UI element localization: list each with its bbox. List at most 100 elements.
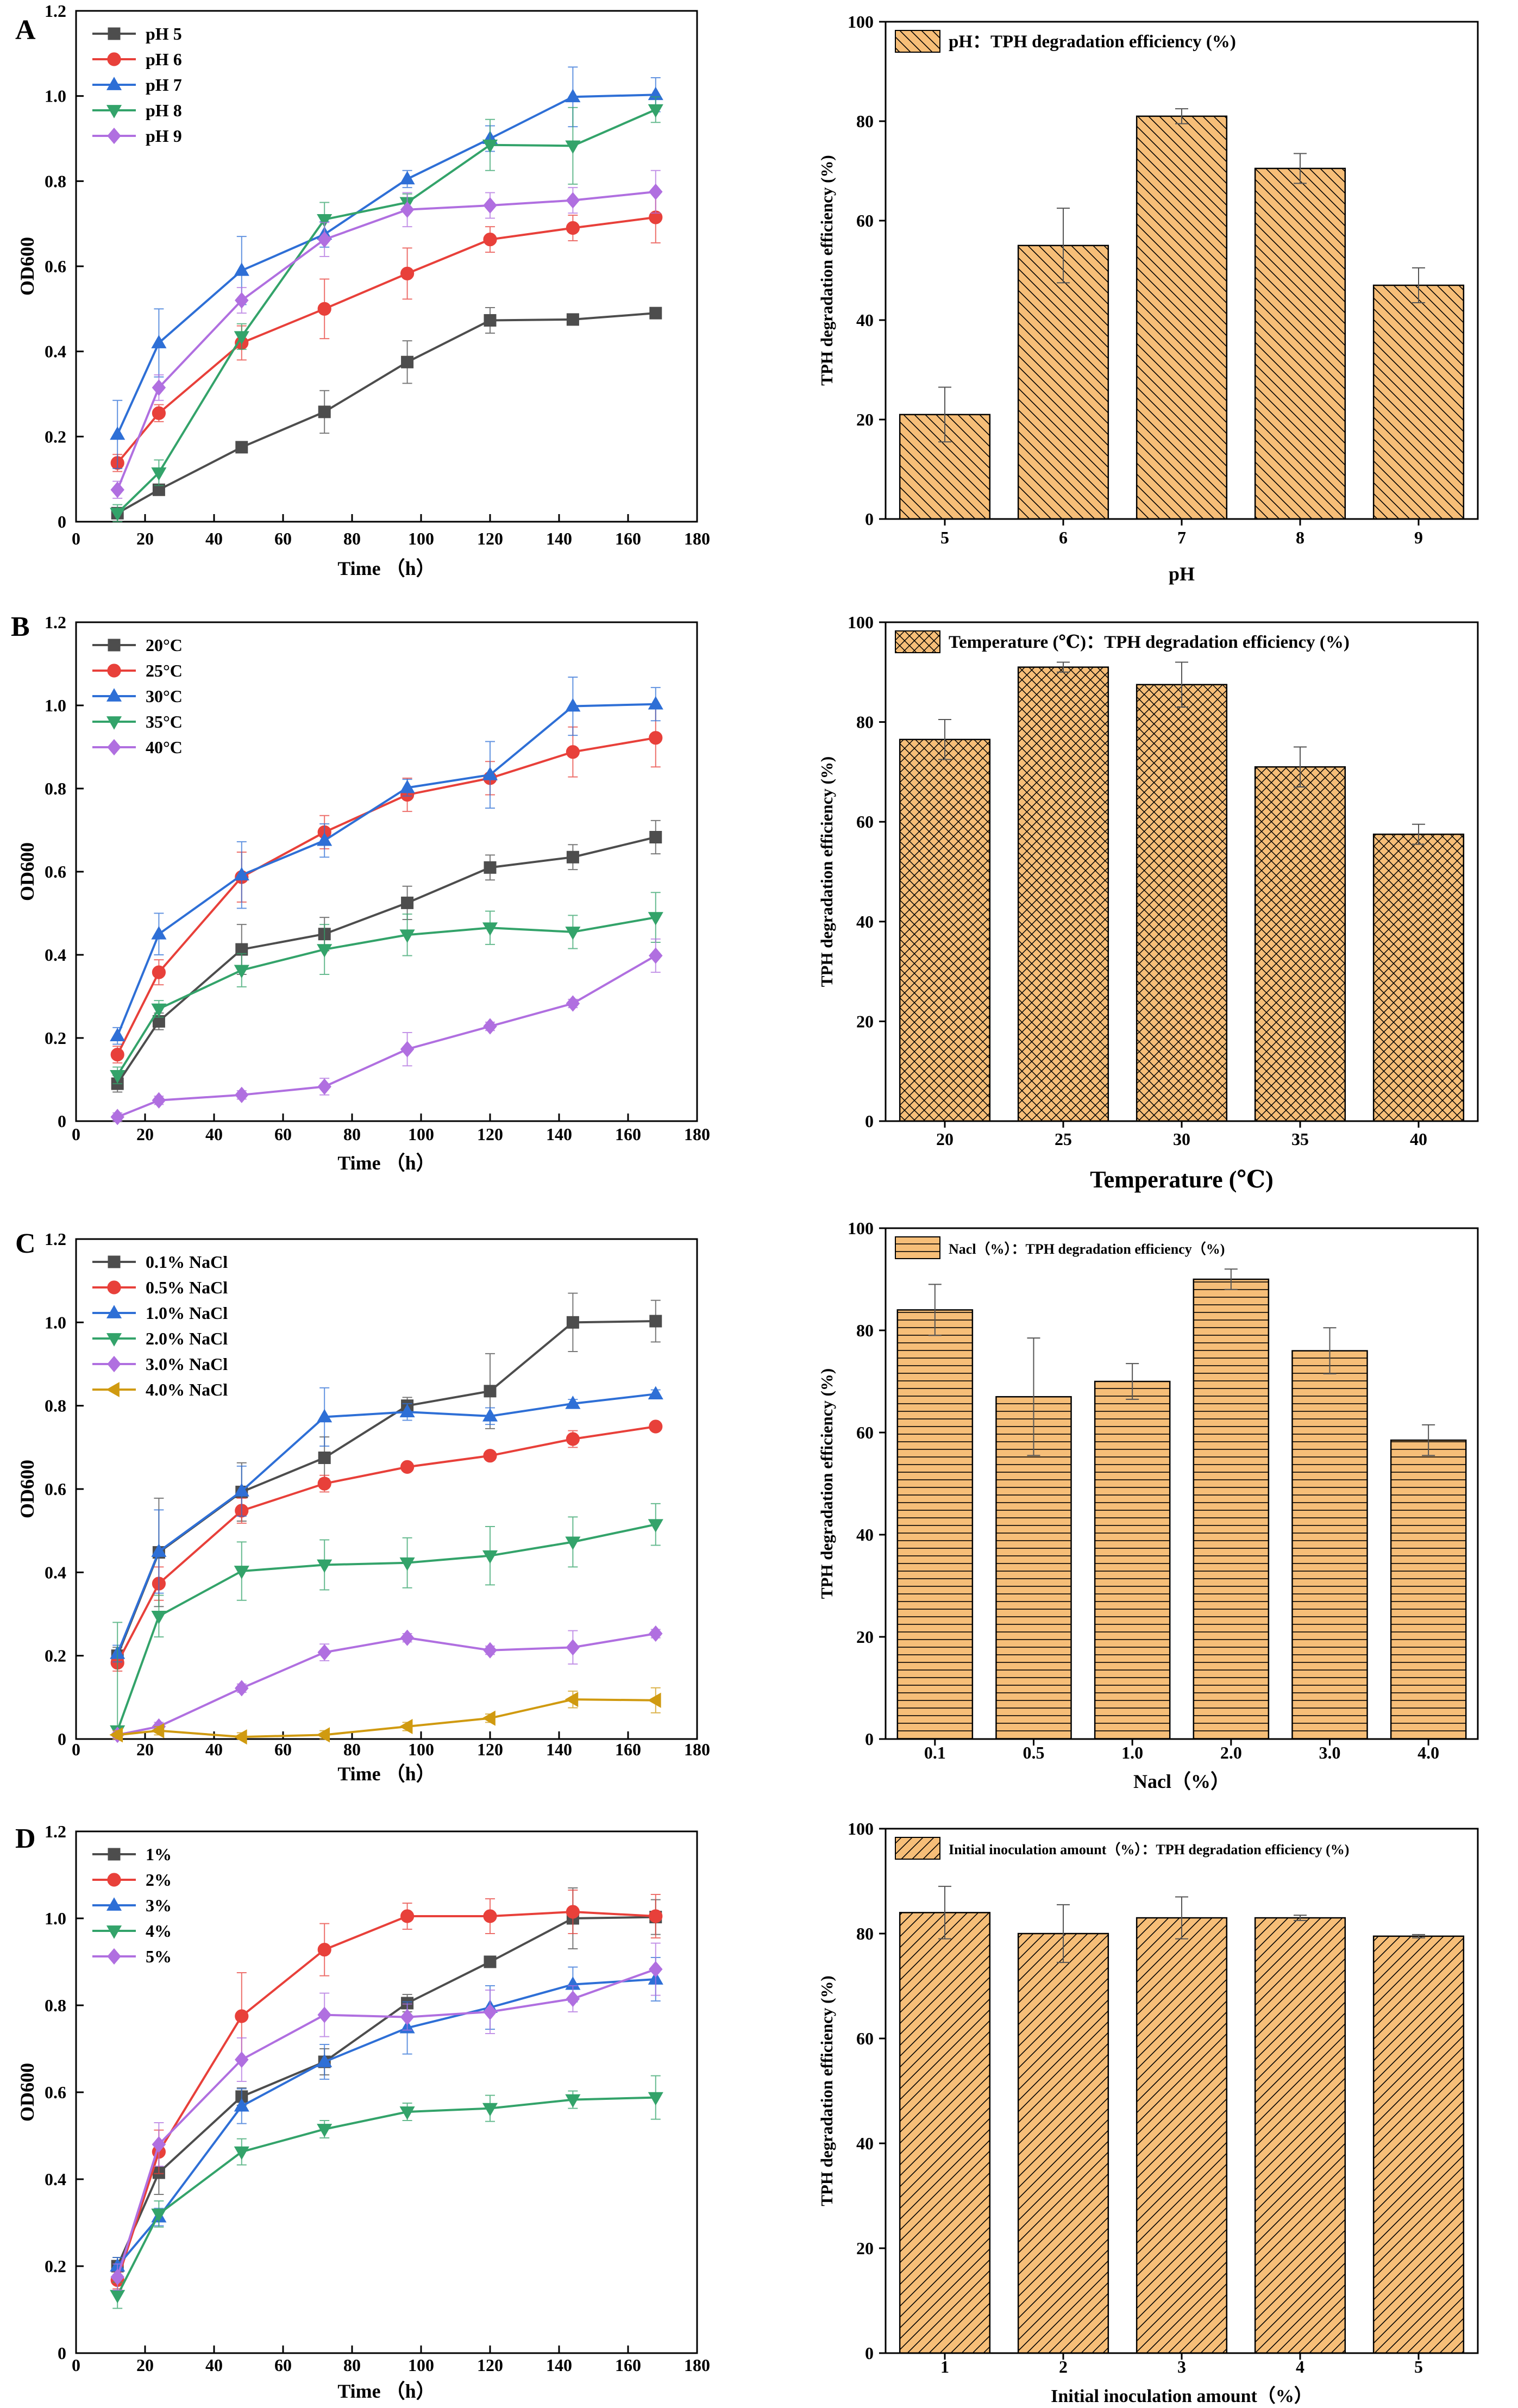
legend-swatch bbox=[895, 30, 940, 53]
y-tick-label: 80 bbox=[856, 1924, 874, 1943]
y-tick-label: 40 bbox=[856, 310, 874, 330]
data-point bbox=[234, 1483, 249, 1497]
data-point bbox=[566, 313, 579, 326]
legend-label: Initial inoculation amount（%）：TPH degrad… bbox=[949, 1842, 1349, 1857]
data-point bbox=[565, 2094, 581, 2108]
data-point bbox=[151, 925, 167, 940]
legend-marker bbox=[107, 1280, 121, 1294]
x-tick-label: 40 bbox=[205, 2355, 223, 2375]
y-tick-label: 0.4 bbox=[45, 2169, 66, 2189]
series-line bbox=[116, 108, 656, 514]
legend-swatch bbox=[895, 1236, 940, 1259]
y-tick-label: 1.0 bbox=[45, 1312, 66, 1332]
bar-3 bbox=[1136, 1917, 1228, 2354]
line-chart: 0 20 40 60 80 100 120 140 160 180 0 0.2 0.4 0.6 0.8 1.0… bbox=[16, 1229, 710, 1785]
y-tick-label: 0.2 bbox=[45, 2256, 66, 2276]
data-point bbox=[110, 1070, 126, 1084]
legend-marker bbox=[107, 1948, 121, 1965]
x-tick-label: 25 bbox=[1055, 1129, 1072, 1149]
data-point bbox=[649, 1961, 663, 1978]
y-tick-label: 20 bbox=[856, 1011, 874, 1031]
data-point bbox=[483, 233, 497, 247]
x-tick-label: 160 bbox=[615, 2355, 641, 2375]
x-tick-label: 80 bbox=[343, 1124, 361, 1144]
x-axis-label: Time （h） bbox=[337, 1763, 435, 1785]
y-tick-label: 0 bbox=[865, 1111, 874, 1131]
legend-label: pH 7 bbox=[146, 75, 182, 95]
bar-1.0 bbox=[1094, 1380, 1171, 1740]
data-point bbox=[566, 1905, 580, 1919]
y-tick-label: 60 bbox=[856, 2029, 874, 2048]
error-bar bbox=[1294, 746, 1307, 787]
legend-marker bbox=[107, 127, 121, 145]
legend-marker bbox=[106, 1305, 122, 1318]
data-point bbox=[399, 1404, 415, 1418]
series-4% bbox=[110, 2075, 663, 2309]
data-point bbox=[318, 405, 331, 418]
x-tick-label: 40 bbox=[205, 529, 223, 548]
x-tick-label: 100 bbox=[408, 2355, 434, 2375]
legend-label: 2% bbox=[146, 1870, 172, 1890]
data-point bbox=[565, 1396, 581, 1409]
y-axis-label: OD600 bbox=[16, 1460, 38, 1518]
data-point bbox=[235, 2051, 249, 2068]
legend-label: Nacl（%）：TPH degradation efficiency（%) bbox=[949, 1241, 1225, 1257]
y-axis-label: TPH degradation efficiency (%) bbox=[817, 1368, 836, 1599]
legend-marker bbox=[107, 664, 121, 678]
x-tick-label: 80 bbox=[343, 1740, 361, 1759]
data-point bbox=[110, 2290, 126, 2304]
bar-chart: 1 2 3 4 5 0 20 40 60 80 100 Initial inoculation amo… bbox=[817, 1819, 1479, 2406]
data-point bbox=[566, 995, 580, 1012]
series-30°C bbox=[110, 676, 663, 1045]
legend-label: 3% bbox=[146, 1896, 172, 1915]
data-point bbox=[317, 2124, 333, 2137]
legend-label: 1% bbox=[146, 1844, 172, 1864]
data-point bbox=[234, 262, 249, 276]
x-tick-label: 0.5 bbox=[1023, 1743, 1045, 1762]
data-point bbox=[110, 426, 126, 440]
y-tick-label: 80 bbox=[856, 111, 874, 131]
x-axis-label: Time （h） bbox=[337, 2380, 435, 2402]
y-tick-label: 0.2 bbox=[45, 427, 66, 446]
y-tick-label: 0.4 bbox=[45, 1562, 66, 1582]
y-tick-label: 100 bbox=[848, 12, 874, 32]
data-point bbox=[317, 1943, 331, 1957]
y-tick-label: 1.0 bbox=[45, 696, 66, 715]
line-chart: 0 20 40 60 80 100 120 140 160 180 0 0.2 0.4 0.6 0.8 1.0… bbox=[16, 1822, 710, 2402]
error-bar bbox=[1027, 1337, 1040, 1456]
legend-marker bbox=[107, 739, 121, 756]
legend-label: 3.0% NaCl bbox=[146, 1354, 228, 1374]
x-tick-label: 140 bbox=[546, 1740, 572, 1759]
series-line bbox=[116, 1523, 656, 1731]
y-tick-label: 0 bbox=[865, 509, 874, 529]
series-pH 9 bbox=[110, 170, 663, 499]
y-tick-label: 0.4 bbox=[45, 945, 66, 965]
y-tick-label: 20 bbox=[856, 2238, 874, 2258]
error-bar bbox=[1175, 661, 1188, 708]
series-line bbox=[116, 1968, 656, 2278]
series-25°C bbox=[110, 708, 663, 1064]
bar-chart: 5 6 7 8 9 0 20 40 60 80 100 pH TPH degradation effic… bbox=[817, 12, 1479, 585]
data-point bbox=[566, 1432, 580, 1446]
x-tick-label: 60 bbox=[274, 1740, 292, 1759]
data-point bbox=[235, 2009, 249, 2023]
y-tick-label: 0.8 bbox=[45, 171, 66, 191]
x-tick-label: 1 bbox=[940, 2357, 949, 2376]
data-point bbox=[400, 1460, 415, 1474]
x-tick-label: 140 bbox=[546, 1124, 572, 1144]
series-line bbox=[116, 1393, 656, 1654]
plot-frame bbox=[885, 1828, 1479, 2354]
data-point bbox=[152, 379, 166, 396]
y-tick-label: 0 bbox=[58, 2343, 66, 2363]
series-line bbox=[116, 190, 656, 491]
bar-0.1 bbox=[896, 1309, 974, 1740]
data-point bbox=[649, 831, 662, 844]
x-tick-label: 20 bbox=[936, 1129, 954, 1149]
error-bar bbox=[1175, 1896, 1188, 1940]
panel-C: C 0 20 40 60 80 100 120 140 160 180 0 0.2 0.4 0.6 0.8 1.… bbox=[15, 1218, 1479, 1792]
bar-25 bbox=[1017, 666, 1109, 1122]
error-bar bbox=[1422, 1424, 1435, 1456]
x-tick-label: 2.0 bbox=[1220, 1743, 1242, 1762]
x-tick-label: 6 bbox=[1059, 528, 1068, 547]
x-tick-label: 160 bbox=[615, 1124, 641, 1144]
